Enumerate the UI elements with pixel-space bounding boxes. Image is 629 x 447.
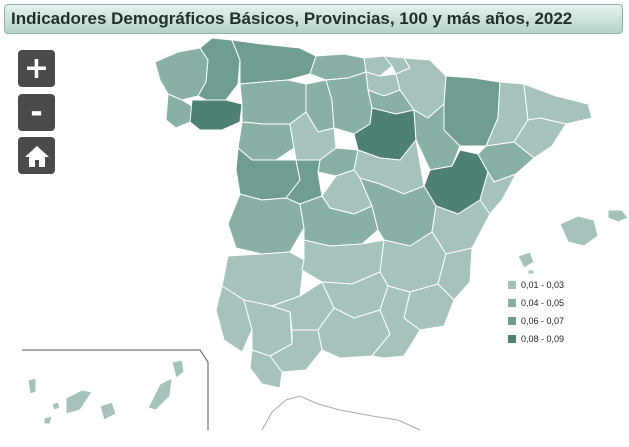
legend-label: 0,01 - 0,03: [521, 280, 565, 290]
province-baleares-menorca[interactable]: [607, 209, 629, 223]
home-button[interactable]: [18, 137, 55, 174]
province-canarias-el-hierro[interactable]: [43, 415, 53, 425]
province-baleares-formentera[interactable]: [527, 269, 535, 275]
home-icon: [24, 145, 49, 167]
province-canarias-gran-canaria[interactable]: [99, 401, 117, 421]
zoom-out-button[interactable]: -: [18, 94, 55, 131]
legend-item: 0,04 - 0,05: [507, 294, 564, 312]
legend-swatch: [507, 280, 517, 290]
province-cadiz[interactable]: [249, 349, 283, 389]
province-almeria[interactable]: [371, 285, 421, 359]
province-girona[interactable]: [523, 83, 593, 125]
province-zamora[interactable]: [237, 121, 295, 161]
province-caceres[interactable]: [227, 193, 305, 255]
legend-swatch: [507, 316, 517, 326]
map-title: Indicadores Demográficos Básicos, Provin…: [4, 4, 623, 34]
province-malaga[interactable]: [269, 329, 323, 373]
province-canarias-la-palma[interactable]: [27, 377, 37, 395]
province-canarias-fuerteventura[interactable]: [147, 377, 173, 411]
canarias-inset-frame: [22, 349, 209, 430]
legend-swatch: [507, 334, 517, 344]
africa-coastline: [261, 395, 421, 431]
province-alicante[interactable]: [437, 247, 473, 301]
province-canarias-la-gomera[interactable]: [51, 401, 61, 411]
legend-label: 0,04 - 0,05: [521, 298, 565, 308]
province-canarias-tenerife[interactable]: [65, 389, 93, 415]
province-asturias[interactable]: [231, 39, 317, 85]
province-castellon[interactable]: [479, 170, 518, 215]
province-baleares-mallorca[interactable]: [559, 215, 599, 247]
legend-label: 0,08 - 0,09: [521, 334, 565, 344]
province-zaragoza[interactable]: [413, 102, 461, 171]
province-leon[interactable]: [239, 79, 307, 125]
legend-swatch: [507, 298, 517, 308]
province-ourense[interactable]: [189, 99, 243, 131]
province-vizcaya[interactable]: [363, 55, 393, 77]
legend-item: 0,08 - 0,09: [507, 330, 564, 348]
map-legend: 0,01 - 0,03 0,04 - 0,05 0,06 - 0,07 0,08…: [507, 276, 564, 348]
province-canarias-lanzarote[interactable]: [171, 359, 185, 379]
zoom-in-button[interactable]: +: [18, 50, 55, 87]
legend-label: 0,06 - 0,07: [521, 316, 565, 326]
province-baleares-ibiza[interactable]: [517, 251, 535, 269]
province-pontevedra[interactable]: [165, 93, 193, 129]
legend-item: 0,06 - 0,07: [507, 312, 564, 330]
legend-item: 0,01 - 0,03: [507, 276, 564, 294]
